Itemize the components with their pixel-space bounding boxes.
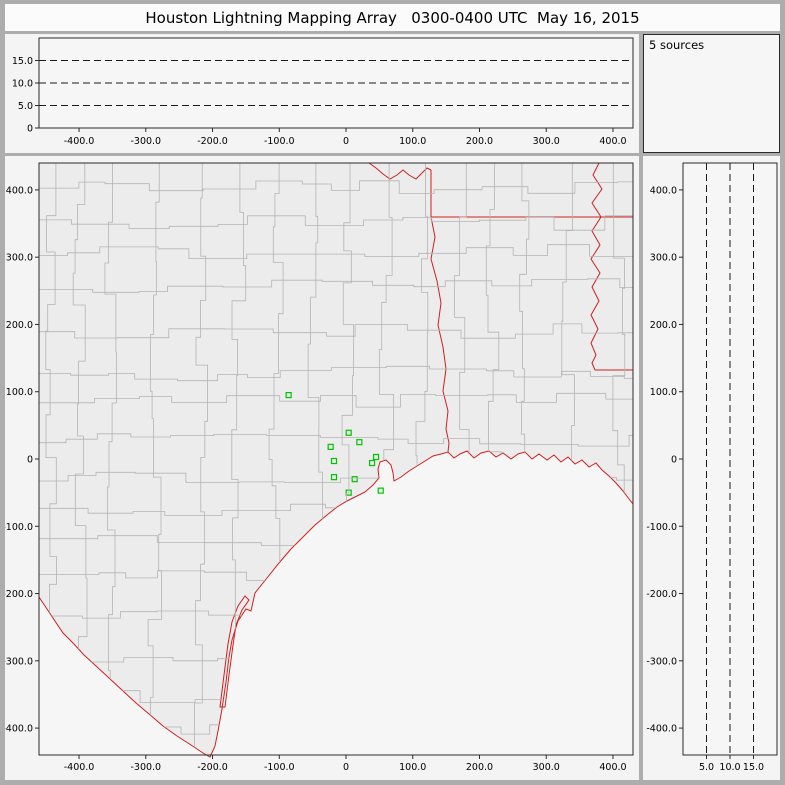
svg-text:400.0: 400.0 [6, 185, 33, 196]
plot-title: Houston Lightning Mapping Array 0300-040… [5, 4, 780, 31]
svg-text:-300.0: -300.0 [646, 656, 677, 667]
altitude-vs-eastwest-plot[interactable]: 15.0 10.0 5.0 0 -400.0 -300.0 -200.0 -100.0 0 100… [5, 34, 639, 153]
svg-text:-300.0: -300.0 [5, 656, 33, 667]
svg-text:-200.0: -200.0 [197, 762, 228, 773]
svg-text:10.0: 10.0 [719, 762, 740, 773]
svg-text:-200.0: -200.0 [5, 589, 33, 600]
svg-text:-100.0: -100.0 [5, 522, 33, 533]
svg-text:100.0: 100.0 [6, 387, 33, 398]
svg-text:400.0: 400.0 [599, 136, 626, 147]
svg-text:-100.0: -100.0 [264, 762, 295, 773]
svg-text:200.0: 200.0 [6, 320, 33, 331]
svg-text:-400.0: -400.0 [64, 762, 95, 773]
svg-text:0: 0 [27, 455, 33, 466]
svg-text:-100.0: -100.0 [646, 522, 677, 533]
svg-text:200.0: 200.0 [650, 320, 677, 331]
svg-text:15.0: 15.0 [743, 762, 764, 773]
svg-text:0: 0 [343, 136, 349, 147]
svg-text:-100.0: -100.0 [264, 136, 295, 147]
svg-text:300.0: 300.0 [650, 253, 677, 264]
svg-text:100.0: 100.0 [650, 387, 677, 398]
svg-text:300.0: 300.0 [533, 762, 560, 773]
source-count-label: 5 sources [649, 38, 705, 52]
svg-text:200.0: 200.0 [466, 762, 493, 773]
svg-text:0: 0 [671, 455, 677, 466]
svg-text:-400.0: -400.0 [5, 724, 33, 735]
altitude-vs-northsouth-plot[interactable]: 5.0 10.0 15.0 400.0 300.0 200.0 100.0 0 -100.0 -2… [643, 156, 780, 780]
plan-view-map-plot[interactable]: -400.0 -300.0 -200.0 -100.0 0 100.0 200.0 300.0… [5, 156, 639, 780]
svg-text:15.0: 15.0 [12, 56, 33, 67]
svg-text:300.0: 300.0 [6, 253, 33, 264]
svg-text:-200.0: -200.0 [646, 589, 677, 600]
svg-text:200.0: 200.0 [466, 136, 493, 147]
svg-text:0: 0 [27, 124, 33, 135]
svg-text:-400.0: -400.0 [64, 136, 95, 147]
altitude-vs-eastwest-panel: 15.0 10.0 5.0 0 -400.0 -300.0 -200.0 -100.0 0 100… [5, 34, 639, 153]
svg-text:-200.0: -200.0 [197, 136, 228, 147]
svg-text:-400.0: -400.0 [646, 724, 677, 735]
altitude-vs-northsouth-panel: 5.0 10.0 15.0 400.0 300.0 200.0 100.0 0 -100.0 -2… [643, 156, 780, 780]
svg-text:-300.0: -300.0 [130, 136, 161, 147]
svg-text:0: 0 [343, 762, 349, 773]
svg-text:300.0: 300.0 [533, 136, 560, 147]
source-count-panel: 5 sources [643, 34, 780, 153]
svg-text:5.0: 5.0 [18, 101, 33, 112]
svg-text:5.0: 5.0 [699, 762, 714, 773]
svg-text:100.0: 100.0 [399, 762, 426, 773]
plan-view-map-panel: -400.0 -300.0 -200.0 -100.0 0 100.0 200.0 300.0… [5, 156, 639, 780]
svg-text:100.0: 100.0 [399, 136, 426, 147]
svg-text:-300.0: -300.0 [130, 762, 161, 773]
svg-text:400.0: 400.0 [599, 762, 626, 773]
svg-text:10.0: 10.0 [12, 79, 33, 90]
svg-text:400.0: 400.0 [650, 185, 677, 196]
